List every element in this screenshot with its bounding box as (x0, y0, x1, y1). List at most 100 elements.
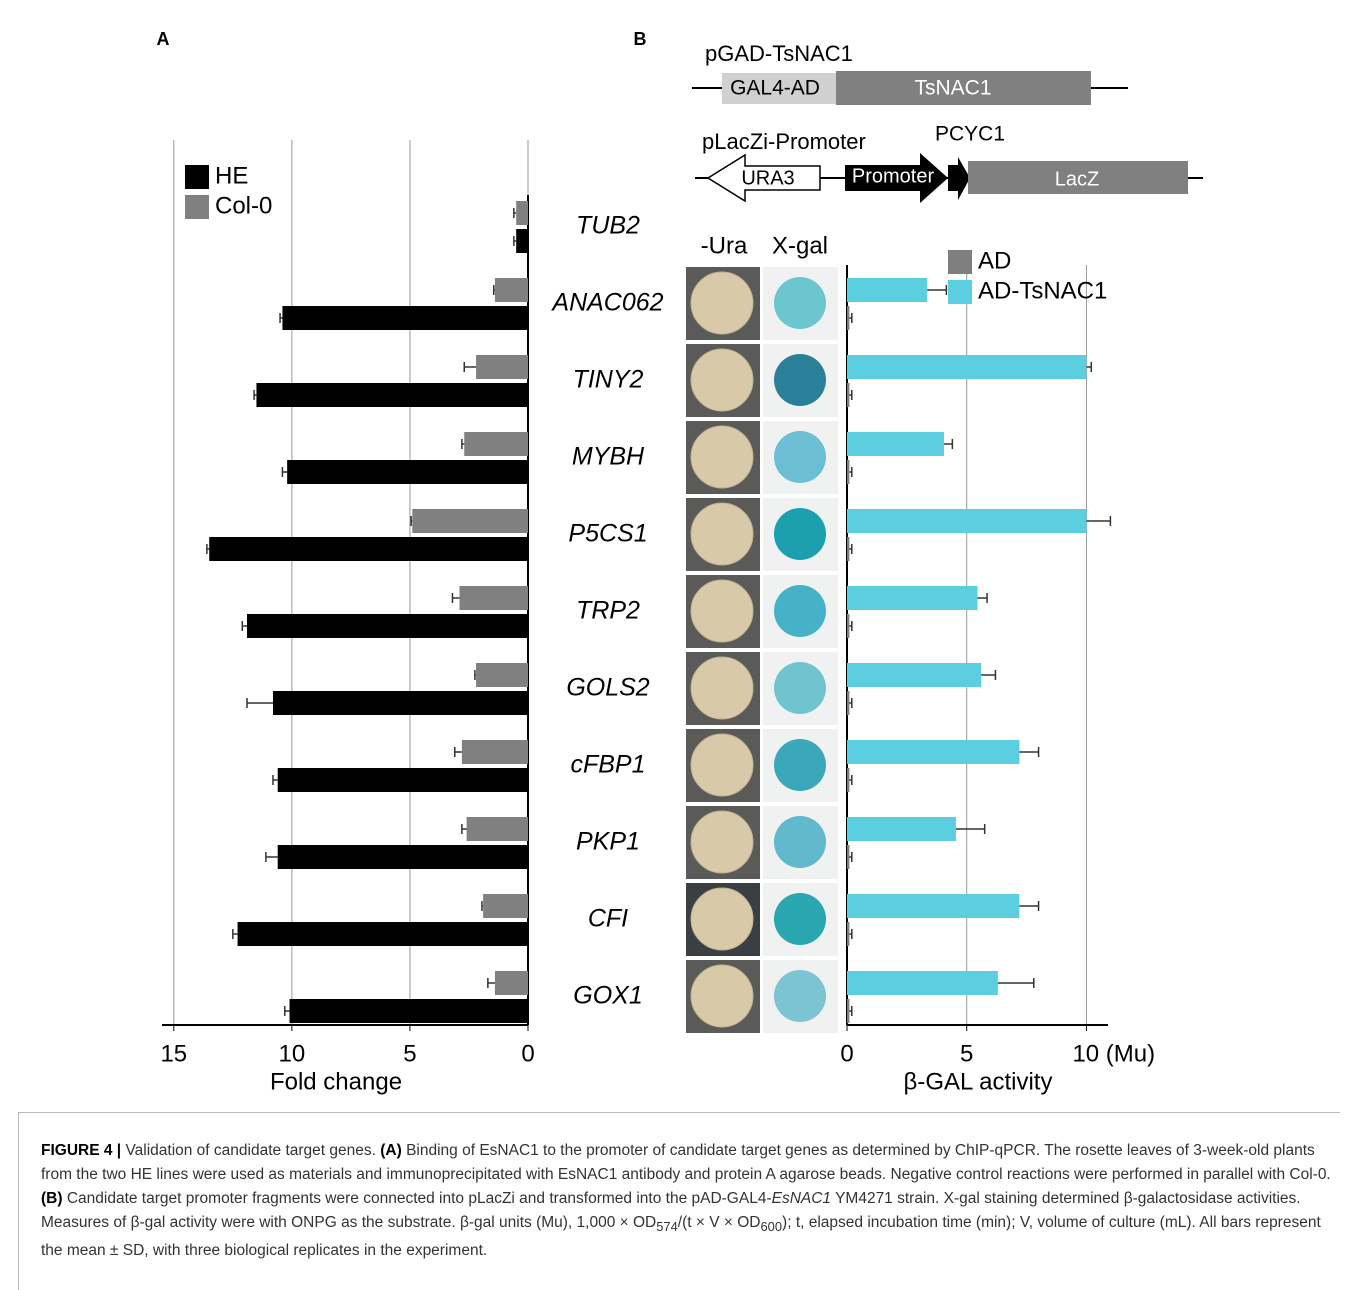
bar (282, 306, 528, 330)
colony (774, 354, 826, 406)
category-label: PKP1 (576, 828, 640, 856)
bar (495, 278, 528, 302)
category-label: TINY2 (573, 366, 644, 394)
colony (691, 503, 753, 565)
category-label: CFI (588, 905, 628, 933)
bar (516, 229, 528, 253)
caption-text: Candidate target promoter fragments were… (63, 1190, 772, 1207)
error-bar (514, 208, 516, 218)
error-bar (411, 516, 412, 526)
error-bar (494, 285, 495, 295)
image-label: -Ura (701, 232, 748, 259)
colony (691, 811, 753, 873)
legend-label: AD-TsNAC1 (978, 277, 1107, 304)
pcyc1-arrow (948, 157, 970, 200)
bar (847, 278, 927, 302)
error-bar (849, 698, 851, 708)
error-bar (849, 390, 851, 400)
error-bar (464, 362, 476, 372)
panel-label: B (634, 29, 647, 49)
category-label: ANAC062 (550, 289, 663, 317)
bar (290, 999, 528, 1023)
bar (495, 971, 528, 995)
x-tick-label: 15 (160, 1040, 187, 1067)
caption: FIGURE 4 | Validation of candidate targe… (18, 1112, 1340, 1290)
bar (460, 586, 528, 610)
error-bar (514, 236, 516, 246)
bar (412, 509, 528, 533)
bar (247, 614, 528, 638)
x-tick-label: 10 (279, 1040, 306, 1067)
construct-name: pLacZi-Promoter (702, 129, 866, 154)
error-bar (282, 467, 287, 477)
error-bar (242, 621, 247, 631)
colony (691, 272, 753, 334)
legend-label: AD (978, 247, 1011, 274)
bar (847, 460, 849, 484)
error-bar (1019, 747, 1038, 757)
x-tick-label: 5 (403, 1040, 416, 1067)
bar (238, 922, 528, 946)
page: A B pGAD-TsNAC1 GAL4-AD TsNAC1 pLacZi-Pr… (0, 0, 1358, 1290)
bar (847, 922, 849, 946)
x-tick-label: 5 (960, 1040, 973, 1067)
caption-text: Validation of candidate target genes. (121, 1142, 380, 1159)
caption-sub: 574 (656, 1219, 678, 1234)
colony (774, 739, 826, 791)
error-bar (455, 747, 462, 757)
colony (774, 970, 826, 1022)
legend-label: HE (215, 162, 248, 189)
error-bar (1086, 516, 1110, 526)
error-bar (254, 390, 256, 400)
construct-part: GAL4-AD (730, 77, 820, 100)
error-bar (978, 593, 988, 603)
bar (847, 432, 944, 456)
colony (774, 277, 826, 329)
category-label: GOLS2 (566, 674, 649, 702)
caption-text: /(t × V × OD (678, 1214, 761, 1231)
image-label: X-gal (772, 232, 828, 259)
category-label: cFBP1 (570, 751, 645, 779)
bar (278, 845, 528, 869)
bar (287, 460, 528, 484)
bar (483, 894, 528, 918)
error-bar (849, 544, 851, 554)
error-bar (849, 621, 851, 631)
error-bar (280, 313, 282, 323)
category-label: TRP2 (576, 597, 640, 625)
caption-bold: (A) (380, 1142, 402, 1159)
error-bar (944, 439, 952, 449)
x-tick-label: 0 (840, 1040, 853, 1067)
error-bar (475, 670, 476, 680)
bar (256, 383, 528, 407)
colony (691, 734, 753, 796)
error-bar (285, 1006, 290, 1016)
x-tick-label: 0 (521, 1040, 534, 1067)
colony (691, 580, 753, 642)
colony (774, 893, 826, 945)
error-bar (233, 929, 238, 939)
legend-swatch (185, 165, 209, 189)
legend-label: Col-0 (215, 192, 272, 219)
figure: A B pGAD-TsNAC1 GAL4-AD TsNAC1 pLacZi-Pr… (0, 0, 1358, 1110)
construct-name: pGAD-TsNAC1 (705, 41, 853, 66)
bar (847, 306, 849, 330)
error-bar (207, 544, 209, 554)
bar (209, 537, 528, 561)
error-bar (849, 467, 851, 477)
colony (774, 816, 826, 868)
x-axis-label: β-GAL activity (904, 1068, 1053, 1095)
bar (847, 663, 981, 687)
error-bar (956, 824, 985, 834)
caption-bold: (B) (41, 1190, 63, 1207)
bar (847, 971, 998, 995)
x-tick-label: 10 (Mu) (1072, 1040, 1155, 1067)
colony (691, 426, 753, 488)
bar (464, 432, 528, 456)
bar (847, 817, 956, 841)
category-label: TUB2 (576, 212, 640, 240)
category-label: MYBH (572, 443, 645, 471)
construct-part: TsNAC1 (914, 77, 991, 100)
error-bar (462, 439, 464, 449)
bar (847, 999, 849, 1023)
